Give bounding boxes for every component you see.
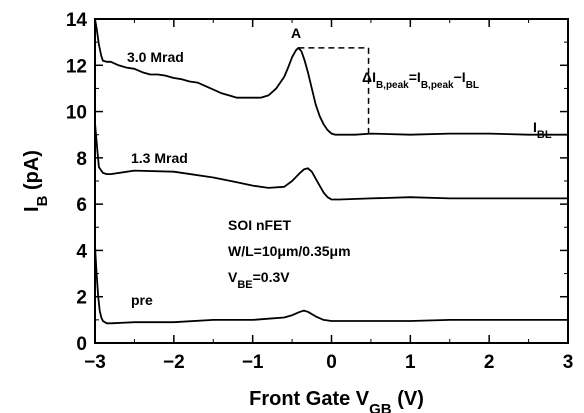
series-line-1-3-mrad bbox=[94, 123, 568, 201]
y-axis-title-part: (pA) bbox=[21, 150, 43, 196]
series-label-pre: pre bbox=[131, 292, 153, 308]
baseline-ibl-label-part: I bbox=[533, 119, 537, 135]
y-tick-label: 12 bbox=[66, 56, 87, 77]
device-info-line-part: W/L=10μm/0.35μm bbox=[228, 243, 351, 259]
device-info-line: W/L=10μm/0.35μm bbox=[228, 243, 351, 259]
peak-label-a: A bbox=[291, 25, 301, 41]
x-tick-label: 3 bbox=[563, 352, 574, 373]
x-axis-title-part: Front Gate V bbox=[249, 388, 370, 410]
device-info-line: SOI nFET bbox=[228, 217, 291, 233]
series-label-3-0-mrad: 3.0 Mrad bbox=[127, 49, 184, 65]
series-line-pre bbox=[94, 245, 568, 325]
x-axis-title-part: (V) bbox=[392, 388, 424, 410]
y-axis-title-part: B bbox=[34, 195, 51, 206]
device-info-line: VBE=0.3V bbox=[228, 269, 290, 291]
y-axis-title-part: I bbox=[21, 206, 43, 212]
delta-formula-label-part: B,peak bbox=[421, 80, 454, 91]
y-tick-label: 8 bbox=[76, 149, 87, 170]
series-group bbox=[94, 18, 568, 325]
y-tick-label: 6 bbox=[76, 195, 87, 216]
y-tick-label: 14 bbox=[66, 10, 88, 31]
x-axis-title-part: GB bbox=[369, 401, 392, 413]
y-tick-label: 10 bbox=[66, 103, 87, 124]
x-tick-label: −2 bbox=[163, 352, 185, 373]
baseline-ibl-label: IBL bbox=[533, 119, 552, 141]
x-tick-label: 0 bbox=[326, 352, 337, 373]
device-info-line-part: BE bbox=[237, 279, 252, 291]
y-tick-label: 2 bbox=[76, 288, 87, 309]
x-tick-label: −3 bbox=[84, 352, 106, 373]
x-axis-title: Front Gate VGB (V) bbox=[249, 388, 424, 413]
delta-formula-label-part: −I bbox=[454, 69, 466, 85]
y-axis-title: IB (pA) bbox=[21, 150, 51, 212]
baseline-ibl-label-part: BL bbox=[537, 129, 552, 141]
plot-frame bbox=[94, 18, 569, 344]
delta-formula-label-part: B,peak bbox=[376, 80, 409, 91]
delta-formula-label-part: ΔI bbox=[362, 69, 376, 85]
y-tick-label: 4 bbox=[76, 241, 87, 262]
delta-formula-label-part: =I bbox=[409, 69, 421, 85]
annotations: 3.0 Mrad 1.3 Mrad pre A ΔIB,peak=IB,peak… bbox=[127, 25, 552, 308]
delta-formula-label: ΔIB,peak=IB,peak−IBL bbox=[362, 69, 479, 91]
device-info-line-part: V bbox=[228, 269, 238, 285]
y-tick-label: 0 bbox=[76, 334, 87, 355]
x-tick-label: −1 bbox=[242, 352, 264, 373]
series-line-3-0-mrad bbox=[94, 18, 568, 136]
device-info-line-part: SOI nFET bbox=[228, 217, 291, 233]
series-label-1-3-mrad: 1.3 Mrad bbox=[131, 150, 188, 166]
x-tick-label: 2 bbox=[484, 352, 495, 373]
x-tick-label: 1 bbox=[405, 352, 416, 373]
delta-formula-label-part: BL bbox=[466, 80, 479, 91]
device-info-line-part: =0.3V bbox=[253, 269, 291, 285]
